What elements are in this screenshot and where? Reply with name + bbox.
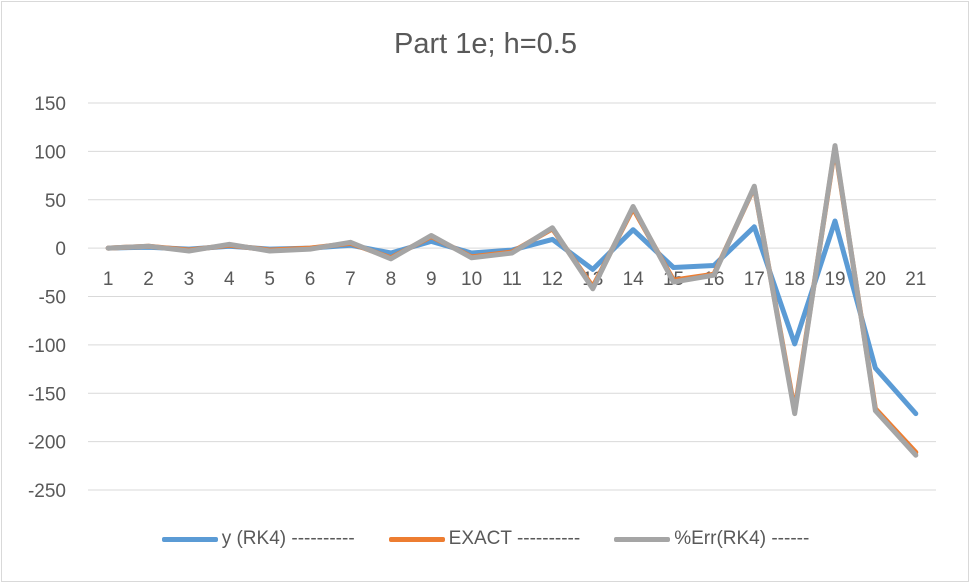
- x-tick-label: 12: [542, 269, 563, 290]
- legend-label: EXACT ----------: [448, 528, 581, 549]
- x-tick-label: 11: [502, 269, 522, 290]
- x-tick-label: 2: [143, 269, 154, 290]
- legend-swatch: [388, 536, 445, 542]
- y-tick-label: 100: [34, 142, 66, 163]
- legend-item-2: EXACT ----------: [388, 528, 581, 550]
- x-tick-label: 20: [865, 269, 886, 290]
- legend-item-1: y (RK4) ----------: [161, 528, 355, 550]
- x-tick-label: 1: [103, 269, 114, 290]
- x-tick-label: 17: [744, 269, 765, 290]
- y-tick-label: -100: [28, 336, 66, 357]
- legend-label: %Err(RK4) ------: [674, 528, 810, 549]
- y-tick-label: 150: [34, 94, 66, 115]
- x-tick-label: 9: [426, 269, 437, 290]
- x-tick-label: 6: [305, 269, 316, 290]
- y-tick-label: -150: [28, 384, 66, 405]
- legend-label: y (RK4) ----------: [221, 528, 355, 549]
- y-tick-label: 0: [55, 239, 66, 260]
- legend-swatch: [614, 536, 671, 542]
- chart-title: Part 1e; h=0.5: [394, 28, 577, 60]
- y-tick-label: -200: [28, 433, 66, 454]
- x-tick-label: 7: [345, 269, 356, 290]
- x-tick-label: 8: [386, 269, 397, 290]
- x-tick-label: 4: [224, 269, 235, 290]
- y-tick-label: -250: [28, 481, 66, 502]
- x-tick-label: 5: [264, 269, 275, 290]
- series-line-3: [105, 143, 919, 458]
- x-tick-label: 21: [905, 269, 926, 290]
- y-tick-label: 50: [45, 191, 66, 212]
- legend-item-3: %Err(RK4) ------: [614, 528, 809, 550]
- y-tick-label: -50: [39, 288, 66, 309]
- legend-swatch: [161, 536, 218, 542]
- x-tick-label: 3: [184, 269, 195, 290]
- legend: y (RK4) ---------- EXACT ---------- %Err(R…: [0, 528, 971, 550]
- x-tick-label: 10: [461, 269, 482, 290]
- x-tick-label: 18: [784, 269, 805, 290]
- x-tick-label: 14: [623, 269, 645, 290]
- x-tick-label: 19: [824, 269, 845, 290]
